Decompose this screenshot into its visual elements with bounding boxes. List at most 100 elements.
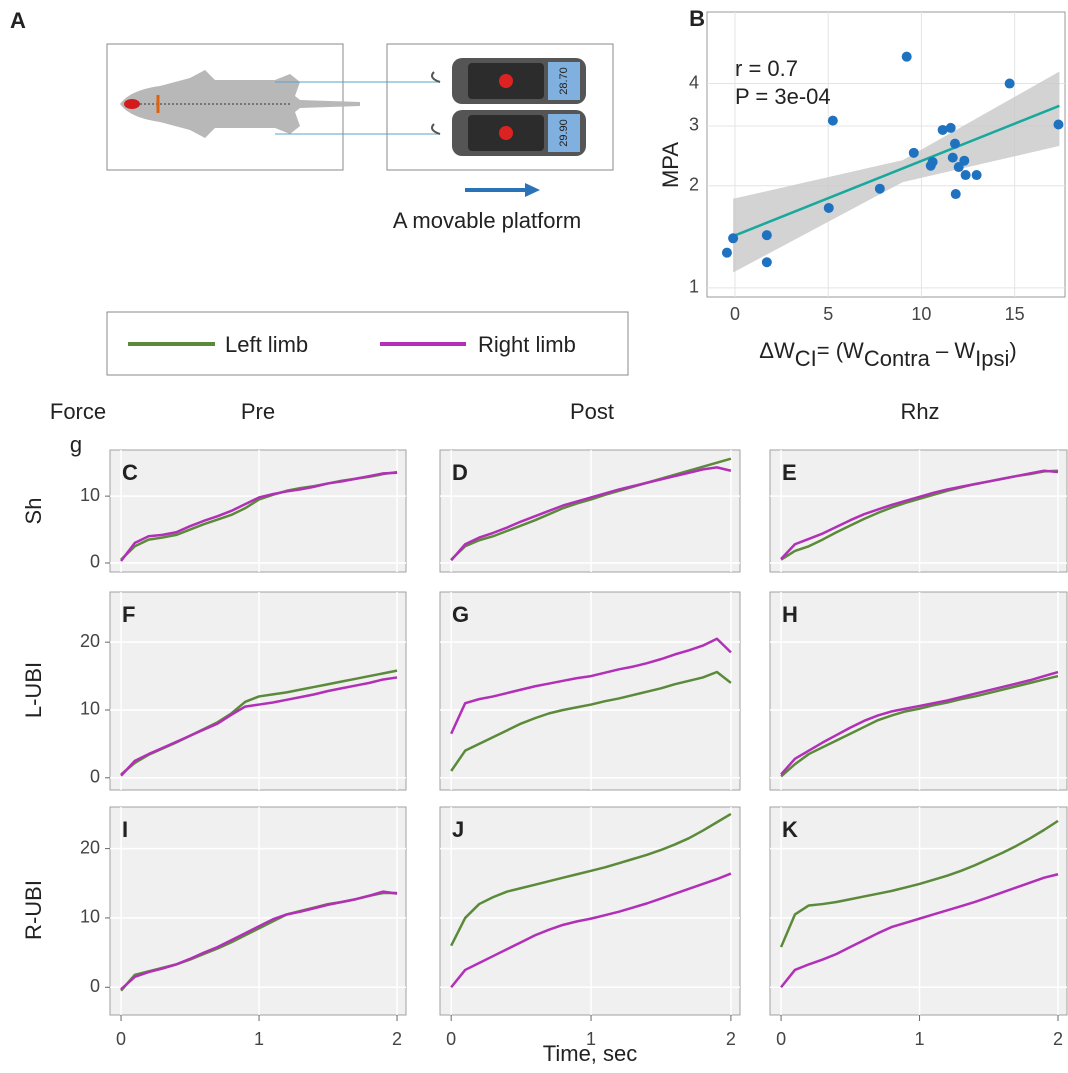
- column-label: Post: [570, 399, 614, 424]
- panel-letter: I: [122, 817, 128, 842]
- x-axis-label-part: ): [1009, 338, 1016, 363]
- point: [937, 124, 948, 135]
- row-label: L-UBI: [21, 662, 46, 718]
- x-axis-label-part: Ipsi: [975, 346, 1009, 371]
- x-tick-label: 0: [776, 1029, 786, 1049]
- row-label: R-UBI: [21, 880, 46, 940]
- plot-area: [109, 591, 407, 791]
- x-tick-label: 15: [1005, 304, 1025, 324]
- gauge-button: [499, 126, 513, 140]
- point: [950, 189, 961, 200]
- x-tick-label: 1: [254, 1029, 264, 1049]
- plot-area: [109, 806, 407, 1016]
- series-line: [450, 670, 732, 772]
- x-axis-label: Time, sec: [543, 1041, 638, 1066]
- legend-label: Right limb: [478, 332, 576, 357]
- point: [823, 202, 834, 213]
- fit-line: [732, 104, 1060, 238]
- series-line: [120, 471, 398, 562]
- hook: [431, 71, 441, 135]
- column-label: Pre: [241, 399, 275, 424]
- annotation: P = 3e-04: [735, 84, 831, 109]
- point: [960, 170, 971, 181]
- panel-letter: K: [782, 817, 798, 842]
- x-tick-label: 2: [1053, 1029, 1063, 1049]
- x-axis-label-part: = (W: [817, 338, 864, 363]
- annotation: r = 0.7: [735, 56, 798, 81]
- panel-letter: B: [689, 6, 705, 31]
- point: [959, 155, 970, 166]
- point: [927, 156, 938, 167]
- point: [901, 51, 912, 62]
- series-line: [780, 873, 1059, 989]
- series-line: [780, 670, 1059, 776]
- series-line: [780, 674, 1059, 778]
- arrow-head: [525, 183, 540, 197]
- plot-area: [769, 806, 1068, 1016]
- series-line: [450, 466, 732, 562]
- point: [827, 115, 838, 126]
- point: [947, 152, 958, 163]
- x-tick-label: 2: [726, 1029, 736, 1049]
- y-tick-label: 0: [90, 552, 100, 572]
- gauge-button: [499, 74, 513, 88]
- caption: A movable platform: [393, 208, 581, 233]
- point: [721, 247, 732, 258]
- y-axis-unit: g: [70, 432, 82, 457]
- y-tick-label: 2: [689, 174, 699, 194]
- plot-area: [769, 591, 1068, 791]
- point: [728, 233, 739, 244]
- x-tick-label: 0: [116, 1029, 126, 1049]
- point: [949, 138, 960, 149]
- y-tick-label: 10: [80, 699, 100, 719]
- x-tick-label: 0: [446, 1029, 456, 1049]
- series-line: [120, 890, 398, 991]
- x-tick-label: 1: [915, 1029, 925, 1049]
- y-axis-label: Force: [50, 399, 106, 424]
- column-label: Rhz: [900, 399, 939, 424]
- panel-letter: H: [782, 602, 798, 627]
- plot-area: [769, 449, 1068, 573]
- row-label: Sh: [21, 498, 46, 525]
- panel-a: A 28.70 29.90 A movable platform: [10, 8, 614, 233]
- x-axis-label-part: ΔW: [759, 338, 795, 363]
- point: [1053, 119, 1064, 130]
- panel-letter: G: [452, 602, 469, 627]
- x-axis-label-part: – W: [930, 338, 975, 363]
- x-tick-label: 0: [730, 304, 740, 324]
- series-line: [450, 872, 732, 989]
- y-tick-label: 20: [80, 837, 100, 857]
- point: [761, 257, 772, 268]
- x-tick-label: 1: [586, 1029, 596, 1049]
- gauge-screen: [548, 114, 580, 152]
- y-tick-label: 10: [80, 485, 100, 505]
- point: [1004, 78, 1015, 89]
- plot-area: [439, 591, 741, 791]
- point: [874, 183, 885, 194]
- x-axis-label-part: Contra: [864, 346, 931, 371]
- series-line: [120, 676, 398, 777]
- y-tick-label: 0: [90, 767, 100, 787]
- gauge-reading: 29.90: [558, 119, 570, 147]
- gauge-reading: 28.70: [558, 67, 570, 95]
- rat-head-mark: [124, 99, 140, 109]
- y-tick-label: 20: [80, 631, 100, 651]
- panel-letter: A: [10, 8, 26, 33]
- y-tick-label: 1: [689, 277, 699, 297]
- panel-letter: E: [782, 460, 797, 485]
- plot-area: [109, 449, 407, 573]
- legend-label: Left limb: [225, 332, 308, 357]
- panel-letter: J: [452, 817, 464, 842]
- point: [945, 122, 956, 133]
- panel-letter: F: [122, 602, 135, 627]
- point: [908, 147, 919, 158]
- x-tick-label: 10: [911, 304, 931, 324]
- x-tick-label: 2: [392, 1029, 402, 1049]
- y-tick-label: 10: [80, 907, 100, 927]
- panel-letter: C: [122, 460, 138, 485]
- x-axis-label: ΔWCI= (WContra – WIpsi): [759, 338, 1016, 371]
- y-tick-label: 4: [689, 72, 699, 92]
- y-tick-label: 0: [90, 976, 100, 996]
- y-axis-label: MPA: [658, 142, 683, 188]
